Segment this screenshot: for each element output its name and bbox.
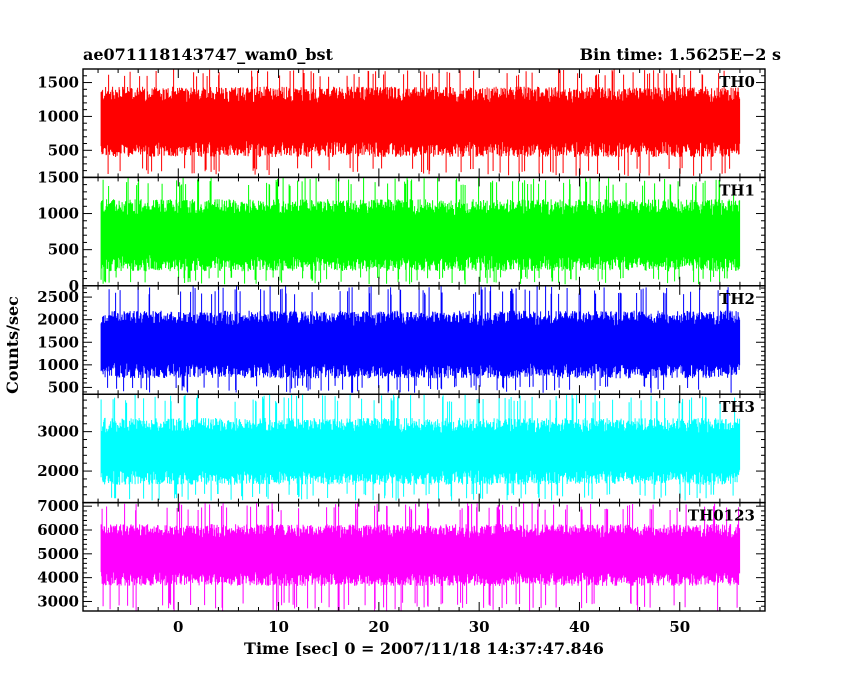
- signal-trace-th0: [100, 69, 741, 176]
- y-tick-label: 500: [48, 378, 79, 396]
- y-tick-label: 2000: [37, 462, 79, 480]
- panel-label-th3: TH3: [719, 398, 755, 416]
- y-tick-label: 1000: [37, 356, 79, 374]
- y-tick-label: 5000: [37, 545, 79, 563]
- x-tick-label: 20: [368, 618, 389, 636]
- panel-label-th1: TH1: [719, 181, 755, 199]
- y-tick-label: 7000: [37, 497, 79, 515]
- y-tick-label: 0: [69, 277, 79, 295]
- y-tick-label: 3000: [37, 592, 79, 610]
- y-tick-label: 1500: [37, 168, 79, 186]
- panel-th1: 0 500 1000 1500 TH1: [37, 168, 766, 295]
- chart-title-left: ae071118143747_wam0_bst: [83, 45, 334, 64]
- y-tick-label: 2500: [37, 288, 79, 306]
- x-tick-label: 30: [469, 618, 490, 636]
- x-tick-label: 10: [268, 618, 289, 636]
- x-tick-label: 40: [569, 618, 590, 636]
- signal-trace-th2: [100, 285, 741, 393]
- signal-trace-th3: [100, 394, 741, 501]
- y-tick-label: 4000: [37, 569, 79, 587]
- x-tick-label: 50: [669, 618, 690, 636]
- panel-label-th0: TH0: [719, 73, 755, 91]
- y-tick-label: 1000: [37, 107, 79, 125]
- x-axis-title: Time [sec] 0 = 2007/11/18 14:37:47.846: [244, 639, 604, 658]
- x-tick-label: 0: [173, 618, 183, 636]
- y-tick-label: 500: [48, 241, 79, 259]
- y-tick-label: 3000: [37, 423, 79, 441]
- y-axis-title: Counts/sec: [3, 296, 22, 394]
- panel-th2: 500 1000 1500 2000 2500 TH2: [37, 285, 766, 396]
- panel-label-th2: TH2: [719, 290, 755, 308]
- y-tick-label: 1500: [37, 333, 79, 351]
- y-tick-label: 6000: [37, 521, 79, 539]
- panel-label-th0123: TH0123: [688, 507, 755, 525]
- y-tick-label: 1000: [37, 205, 79, 223]
- signal-trace-th1: [100, 177, 741, 285]
- panel-frame-th0123: [82, 501, 766, 612]
- y-tick-label: 1500: [37, 74, 79, 92]
- y-tick-label: 500: [48, 141, 79, 159]
- panel-th0123: 3000 4000 5000 6000 7000 TH0123: [37, 497, 766, 612]
- y-tick-label: 2000: [37, 311, 79, 329]
- chart-title-right: Bin time: 1.5625E−2 s: [580, 45, 781, 64]
- panel-th0: 500 1000 1500 TH0: [37, 68, 766, 179]
- signal-trace-th0123: [100, 502, 741, 611]
- panel-th3: 2000 3000 TH3: [37, 393, 766, 504]
